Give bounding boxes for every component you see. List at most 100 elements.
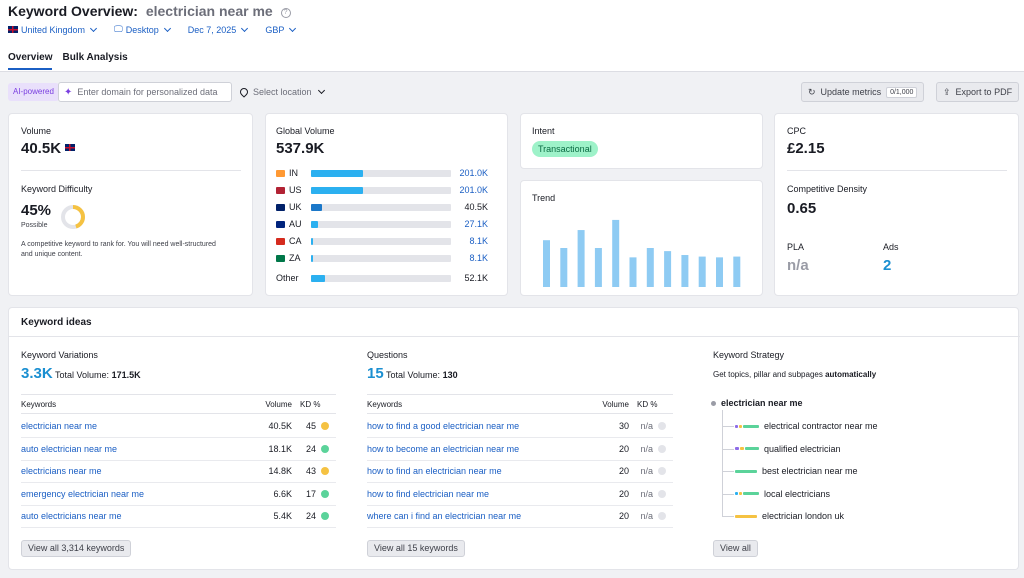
divider [367, 413, 673, 414]
keyword-link[interactable]: where can i find an electrician near me [367, 511, 522, 521]
keyword-kd: 24 [305, 443, 316, 454]
trend-bar[interactable] [664, 251, 672, 287]
questions-count[interactable]: 15 [367, 365, 384, 382]
strategy-root[interactable]: electrician near me [711, 398, 803, 408]
export-pdf-button[interactable]: ⇪ Export to PDF [936, 82, 1020, 102]
intent-segments [735, 447, 759, 450]
view-all-variations-button[interactable]: View all 3,314 keywords [21, 540, 132, 557]
chevron-down-icon [317, 86, 325, 95]
domain-input[interactable]: ✦ Enter domain for personalized data [58, 82, 232, 102]
currency-filter[interactable]: GBP [265, 24, 297, 35]
strategy-node[interactable]: qualified electrician [735, 444, 841, 454]
tab-overview[interactable]: Overview [8, 52, 53, 70]
ads-value: 2 [883, 257, 892, 274]
keyword-volume: 6.6K [273, 488, 292, 499]
au-flag-icon [276, 220, 285, 228]
trend-label: Trend [532, 193, 556, 203]
trend-bar[interactable] [698, 256, 706, 287]
update-metrics-button[interactable]: ↻ Update metrics 0/1,000 [801, 82, 925, 102]
col-header-keywords[interactable]: Keywords [21, 400, 57, 409]
location-select[interactable]: Select location [236, 82, 328, 102]
cpc-card: CPC £2.15 Competitive Density 0.65 PLA n… [774, 113, 1019, 296]
country-volume: 52.1K [464, 273, 488, 283]
intent-badge: Transactional [532, 141, 598, 157]
view-all-questions-button[interactable]: View all 15 keywords [367, 540, 465, 557]
volume-bar-track [311, 254, 451, 262]
trend-bar[interactable] [612, 219, 620, 287]
trend-bar[interactable] [733, 256, 741, 287]
keyword-link[interactable]: how to find electrician near me [367, 488, 490, 499]
keyword-link[interactable]: auto electricians near me [21, 511, 122, 521]
kd-level: Possible [21, 222, 48, 229]
trend-bar[interactable] [681, 255, 689, 287]
uk-flag-icon [8, 26, 18, 33]
chevron-down-icon [289, 24, 297, 32]
strategy-node[interactable]: electrician london uk [735, 511, 844, 521]
keyword-link[interactable]: how to find an electrician near me [367, 466, 502, 476]
row-divider [367, 482, 673, 483]
trend-bar[interactable] [594, 248, 602, 287]
title-keyword: electrician near me [145, 3, 273, 19]
kd-dot [658, 467, 666, 475]
ads-label: Ads [883, 242, 899, 252]
col-header-volume[interactable]: Volume [265, 400, 292, 409]
tree-line [722, 410, 723, 516]
keyword-kd: n/a [640, 488, 653, 499]
strategy-node[interactable]: best electrician near me [735, 466, 858, 476]
keyword-kd: n/a [640, 421, 653, 431]
volume-bar-fill [311, 169, 363, 177]
trend-bar[interactable] [629, 257, 637, 287]
za-flag-icon [276, 254, 285, 262]
strategy-node[interactable]: electrical contractor near me [735, 421, 878, 431]
global-volume-label: Global Volume [276, 126, 335, 136]
trend-bar[interactable] [543, 240, 550, 287]
tab-bar: Overview Bulk Analysis [8, 52, 128, 70]
volume-bar-fill [311, 237, 314, 245]
view-all-strategy-button[interactable]: View all [713, 540, 758, 557]
keyword-volume: 5.4K [273, 511, 292, 521]
keyword-link[interactable]: auto electrician near me [21, 443, 118, 454]
variations-count[interactable]: 3.3K [21, 365, 53, 382]
volume-bar-track [311, 220, 451, 228]
volume-label: Volume [21, 126, 52, 136]
help-icon[interactable]: ? [280, 8, 291, 18]
chevron-down-icon [163, 24, 171, 32]
trend-bar[interactable] [646, 248, 654, 287]
col-header-volume[interactable]: Volume [602, 400, 629, 409]
country-volume[interactable]: 201.0K [459, 185, 488, 195]
keyword-kd: 24 [305, 511, 316, 521]
keyword-volume: 18.1K [268, 443, 292, 454]
country-row-uk: UK 40.5K [276, 201, 488, 213]
strategy-node[interactable]: local electricians [735, 489, 830, 499]
keyword-volume: 20 [618, 466, 629, 476]
database-filter[interactable]: United Kingdom [8, 24, 98, 35]
trend-bar[interactable] [560, 248, 568, 287]
keyword-link[interactable]: how to become an electrician near me [367, 443, 520, 454]
intent-label: Intent [532, 126, 555, 136]
country-volume[interactable]: 8.1K [469, 236, 488, 246]
date-filter[interactable]: Dec 7, 2025 [188, 24, 249, 35]
trend-bar[interactable] [577, 230, 585, 287]
volume-card: Volume 40.5K Keyword Difficulty 45% Poss… [8, 113, 253, 296]
col-header-keywords[interactable]: Keywords [367, 400, 403, 409]
trend-bar[interactable] [716, 257, 723, 287]
keyword-link[interactable]: how to find a good electrician near me [367, 421, 520, 431]
country-row-in: IN 201.0K [276, 167, 488, 179]
keyword-link[interactable]: electricians near me [21, 466, 102, 476]
keyword-link[interactable]: electrician near me [21, 421, 98, 431]
keyword-link[interactable]: emergency electrician near me [21, 488, 145, 499]
col-header-kd[interactable]: KD % [637, 400, 658, 409]
intent-card: Intent Transactional [520, 113, 763, 169]
keyword-volume: 20 [618, 511, 629, 521]
device-filter[interactable]: 🖵 Desktop [114, 24, 171, 35]
keyword-kd: n/a [640, 511, 653, 521]
country-volume[interactable]: 201.0K [459, 168, 488, 178]
kd-dot [658, 489, 666, 498]
tab-bulk-analysis[interactable]: Bulk Analysis [62, 52, 128, 63]
divider [21, 170, 241, 171]
country-volume[interactable]: 8.1K [469, 253, 488, 263]
country-volume[interactable]: 27.1K [464, 219, 488, 229]
row-divider [367, 459, 673, 461]
row-divider [367, 527, 673, 528]
col-header-kd[interactable]: KD % [300, 400, 321, 409]
